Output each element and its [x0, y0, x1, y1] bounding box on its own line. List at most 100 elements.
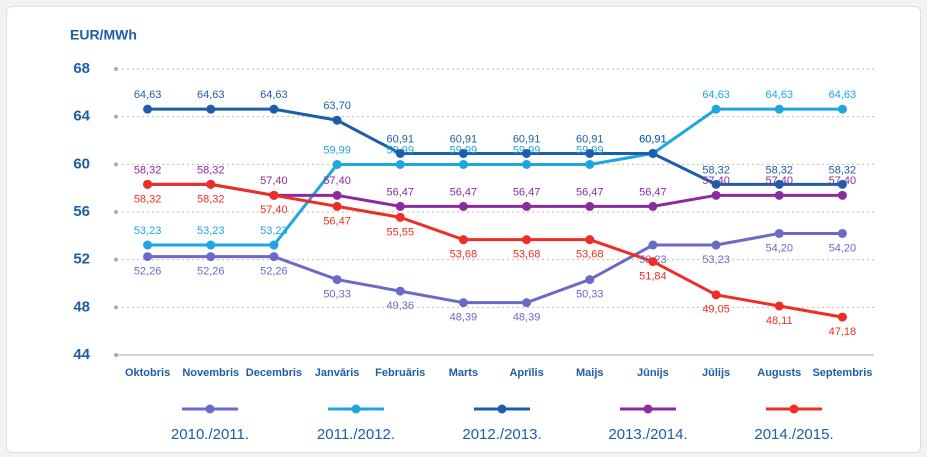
point — [648, 257, 658, 267]
legend-label: 2012./2013. — [462, 426, 541, 443]
point — [648, 201, 658, 211]
y-tick-label: 48 — [73, 298, 90, 315]
data-label: 56,47 — [576, 186, 604, 198]
point — [395, 201, 405, 211]
point — [458, 159, 468, 169]
data-label: 58,32 — [134, 164, 162, 176]
data-label: 56,47 — [513, 186, 541, 198]
point — [332, 201, 342, 211]
point — [143, 240, 153, 250]
point — [711, 190, 721, 200]
point — [332, 275, 342, 285]
y-tick-label: 52 — [73, 251, 90, 268]
y-tick-label: 64 — [73, 108, 90, 125]
data-label: 53,23 — [260, 225, 288, 237]
point — [522, 235, 532, 245]
series-line — [147, 182, 843, 208]
y-tick-label: 60 — [73, 155, 90, 172]
x-tick-label: Marts — [449, 367, 478, 379]
data-label: 60,91 — [513, 133, 541, 145]
data-label: 57,40 — [765, 175, 793, 187]
data-label: 58,32 — [197, 164, 225, 176]
legend-label: 2010./2011. — [171, 426, 249, 443]
legend-label: 2011./2012. — [317, 426, 395, 443]
point — [332, 190, 342, 200]
data-label: 57,40 — [323, 175, 351, 187]
data-label: 53,23 — [197, 225, 225, 237]
x-tick-label: Aprīlis — [509, 367, 543, 379]
data-label: 64,63 — [197, 89, 225, 101]
point — [143, 104, 153, 114]
point — [206, 240, 216, 250]
point — [269, 104, 279, 114]
x-tick-label: Janvāris — [315, 367, 360, 379]
point — [774, 228, 784, 238]
data-label: 59,99 — [323, 144, 351, 156]
point — [332, 159, 342, 169]
x-tick-label: Augusts — [757, 367, 801, 379]
y-tick — [114, 210, 118, 214]
data-label: 63,70 — [323, 100, 351, 112]
data-label: 52,26 — [260, 265, 288, 277]
point — [522, 298, 532, 308]
legend-label: 2013./2014. — [608, 426, 687, 443]
point — [711, 179, 721, 189]
data-label: 51,84 — [639, 270, 667, 282]
point — [269, 252, 279, 262]
point — [648, 240, 658, 250]
data-label: 56,47 — [386, 186, 414, 198]
x-tick-label: Maijs — [576, 367, 604, 379]
point — [774, 301, 784, 311]
point — [332, 115, 342, 125]
data-label: 55,55 — [386, 226, 414, 238]
x-tick-label: Februāris — [375, 367, 425, 379]
data-label: 52,26 — [197, 265, 225, 277]
point — [522, 201, 532, 211]
point — [648, 148, 658, 158]
point — [585, 201, 595, 211]
y-axis-title: EUR/MWh — [70, 27, 137, 43]
point — [458, 235, 468, 245]
point — [774, 190, 784, 200]
data-label: 64,63 — [765, 89, 793, 101]
data-label: 53,23 — [702, 254, 730, 266]
point — [206, 179, 216, 189]
y-tick — [114, 67, 118, 71]
series-line — [147, 231, 843, 305]
point — [585, 148, 595, 158]
data-label: 49,36 — [386, 300, 414, 312]
data-label: 53,68 — [576, 249, 604, 261]
legend-marker — [497, 404, 507, 414]
y-tick — [114, 114, 118, 119]
data-label: 57,40 — [829, 175, 857, 187]
point — [458, 298, 468, 308]
point — [837, 104, 847, 114]
data-label: 57,40 — [702, 175, 730, 187]
data-label: 47,18 — [829, 326, 857, 338]
data-label: 60,91 — [386, 133, 414, 145]
point — [774, 104, 784, 114]
x-tick-label: Oktobris — [125, 367, 170, 379]
data-label: 64,63 — [260, 89, 288, 101]
y-tick — [114, 162, 118, 167]
card — [6, 6, 921, 453]
data-label: 57,40 — [260, 204, 288, 216]
point — [522, 148, 532, 158]
data-label: 60,91 — [639, 133, 667, 145]
data-label: 50,33 — [576, 288, 604, 300]
data-label: 52,26 — [134, 265, 162, 277]
x-tick-label: Decembris — [246, 367, 302, 379]
point — [585, 159, 595, 169]
x-tick-label: Jūlijs — [702, 367, 730, 379]
data-label: 58,32 — [702, 164, 730, 176]
x-tick-label: Septembris — [812, 367, 872, 379]
point — [458, 148, 468, 158]
data-label: 58,32 — [134, 193, 162, 205]
data-label: 64,63 — [829, 89, 857, 101]
data-label: 60,91 — [450, 133, 478, 145]
point — [395, 159, 405, 169]
data-label: 54,20 — [829, 242, 857, 254]
point — [585, 235, 595, 245]
y-tick-label: 68 — [73, 60, 90, 77]
